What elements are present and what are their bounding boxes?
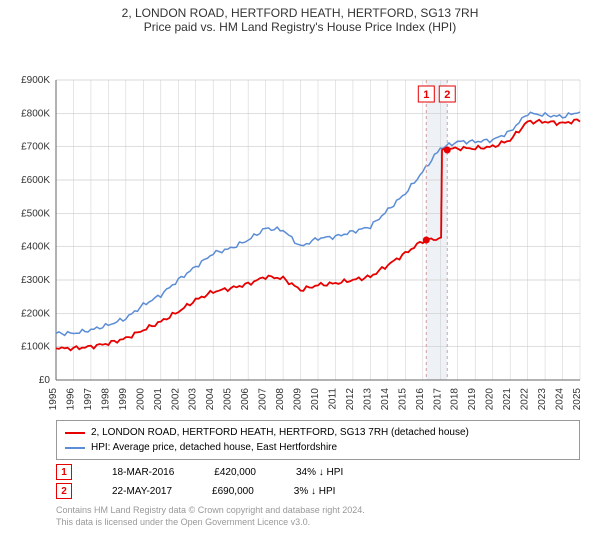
svg-text:1999: 1999: [118, 388, 129, 411]
svg-text:1996: 1996: [65, 388, 76, 411]
title-line-2: Price paid vs. HM Land Registry's House …: [0, 20, 600, 36]
marker-date: 22-MAY-2017: [112, 486, 172, 497]
svg-text:£600K: £600K: [21, 175, 50, 186]
svg-text:2002: 2002: [170, 388, 181, 411]
svg-text:2022: 2022: [520, 388, 531, 411]
svg-text:2011: 2011: [327, 388, 338, 410]
legend-swatch: [65, 432, 85, 434]
marker-badge: 1: [56, 464, 72, 480]
table-row: 1 18-MAR-2016 £420,000 34% ↓ HPI: [56, 464, 580, 480]
svg-text:£500K: £500K: [21, 208, 50, 219]
svg-text:£0: £0: [39, 375, 51, 386]
svg-text:2024: 2024: [555, 388, 566, 411]
svg-text:£100K: £100K: [21, 342, 50, 353]
legend-box: 2, LONDON ROAD, HERTFORD HEATH, HERTFORD…: [56, 420, 580, 460]
svg-text:2001: 2001: [153, 388, 164, 411]
marker-badge: 2: [56, 483, 72, 499]
legend-label: HPI: Average price, detached house, East…: [91, 440, 337, 455]
svg-text:2000: 2000: [135, 388, 146, 411]
svg-text:2017: 2017: [432, 388, 443, 411]
svg-text:£400K: £400K: [21, 242, 50, 253]
table-row: 2 22-MAY-2017 £690,000 3% ↓ HPI: [56, 483, 580, 499]
svg-text:2005: 2005: [223, 388, 234, 411]
svg-text:2007: 2007: [258, 388, 269, 411]
footer: Contains HM Land Registry data © Crown c…: [56, 505, 580, 528]
svg-text:2003: 2003: [188, 388, 199, 411]
legend-label: 2, LONDON ROAD, HERTFORD HEATH, HERTFORD…: [91, 425, 469, 440]
svg-text:£800K: £800K: [21, 108, 50, 119]
svg-text:2014: 2014: [380, 388, 391, 411]
price-chart: £0 £100K £200K £300K £400K £500K £600K £700K £80…: [0, 36, 600, 416]
marker-price: £420,000: [214, 467, 256, 478]
svg-text:2016: 2016: [415, 388, 426, 411]
svg-text:2013: 2013: [362, 388, 373, 411]
svg-text:1998: 1998: [100, 388, 111, 411]
svg-text:£200K: £200K: [21, 308, 50, 319]
svg-text:2: 2: [444, 89, 450, 101]
marker-price: £690,000: [212, 486, 254, 497]
svg-text:£900K: £900K: [21, 75, 50, 86]
svg-text:1997: 1997: [83, 388, 94, 411]
legend-swatch: [65, 447, 85, 449]
legend-item: 2, LONDON ROAD, HERTFORD HEATH, HERTFORD…: [65, 425, 571, 440]
legend-item: HPI: Average price, detached house, East…: [65, 440, 571, 455]
marker-table: 1 18-MAR-2016 £420,000 34% ↓ HPI 2 22-MA…: [56, 464, 580, 499]
svg-text:2023: 2023: [537, 388, 548, 411]
svg-text:1995: 1995: [48, 388, 59, 411]
svg-text:2008: 2008: [275, 388, 286, 411]
svg-text:2004: 2004: [205, 388, 216, 411]
footer-line: Contains HM Land Registry data © Crown c…: [56, 505, 580, 517]
svg-text:2025: 2025: [572, 388, 583, 411]
svg-text:2020: 2020: [485, 388, 496, 411]
svg-text:2018: 2018: [450, 388, 461, 411]
marker-delta: 34% ↓ HPI: [296, 467, 343, 478]
footer-line: This data is licensed under the Open Gov…: [56, 517, 580, 529]
svg-text:2006: 2006: [240, 388, 251, 411]
svg-text:2012: 2012: [345, 388, 356, 411]
marker-date: 18-MAR-2016: [112, 467, 174, 478]
svg-text:2021: 2021: [502, 388, 513, 411]
svg-text:£700K: £700K: [21, 142, 50, 153]
svg-text:2019: 2019: [467, 388, 478, 411]
svg-text:2010: 2010: [310, 388, 321, 411]
chart-container: 2, LONDON ROAD, HERTFORD HEATH, HERTFORD…: [0, 0, 600, 560]
title-line-1: 2, LONDON ROAD, HERTFORD HEATH, HERTFORD…: [0, 0, 600, 20]
svg-text:2015: 2015: [397, 388, 408, 411]
svg-text:£300K: £300K: [21, 275, 50, 286]
marker-delta: 3% ↓ HPI: [294, 486, 336, 497]
svg-text:2009: 2009: [293, 388, 304, 411]
svg-text:1: 1: [423, 89, 429, 101]
